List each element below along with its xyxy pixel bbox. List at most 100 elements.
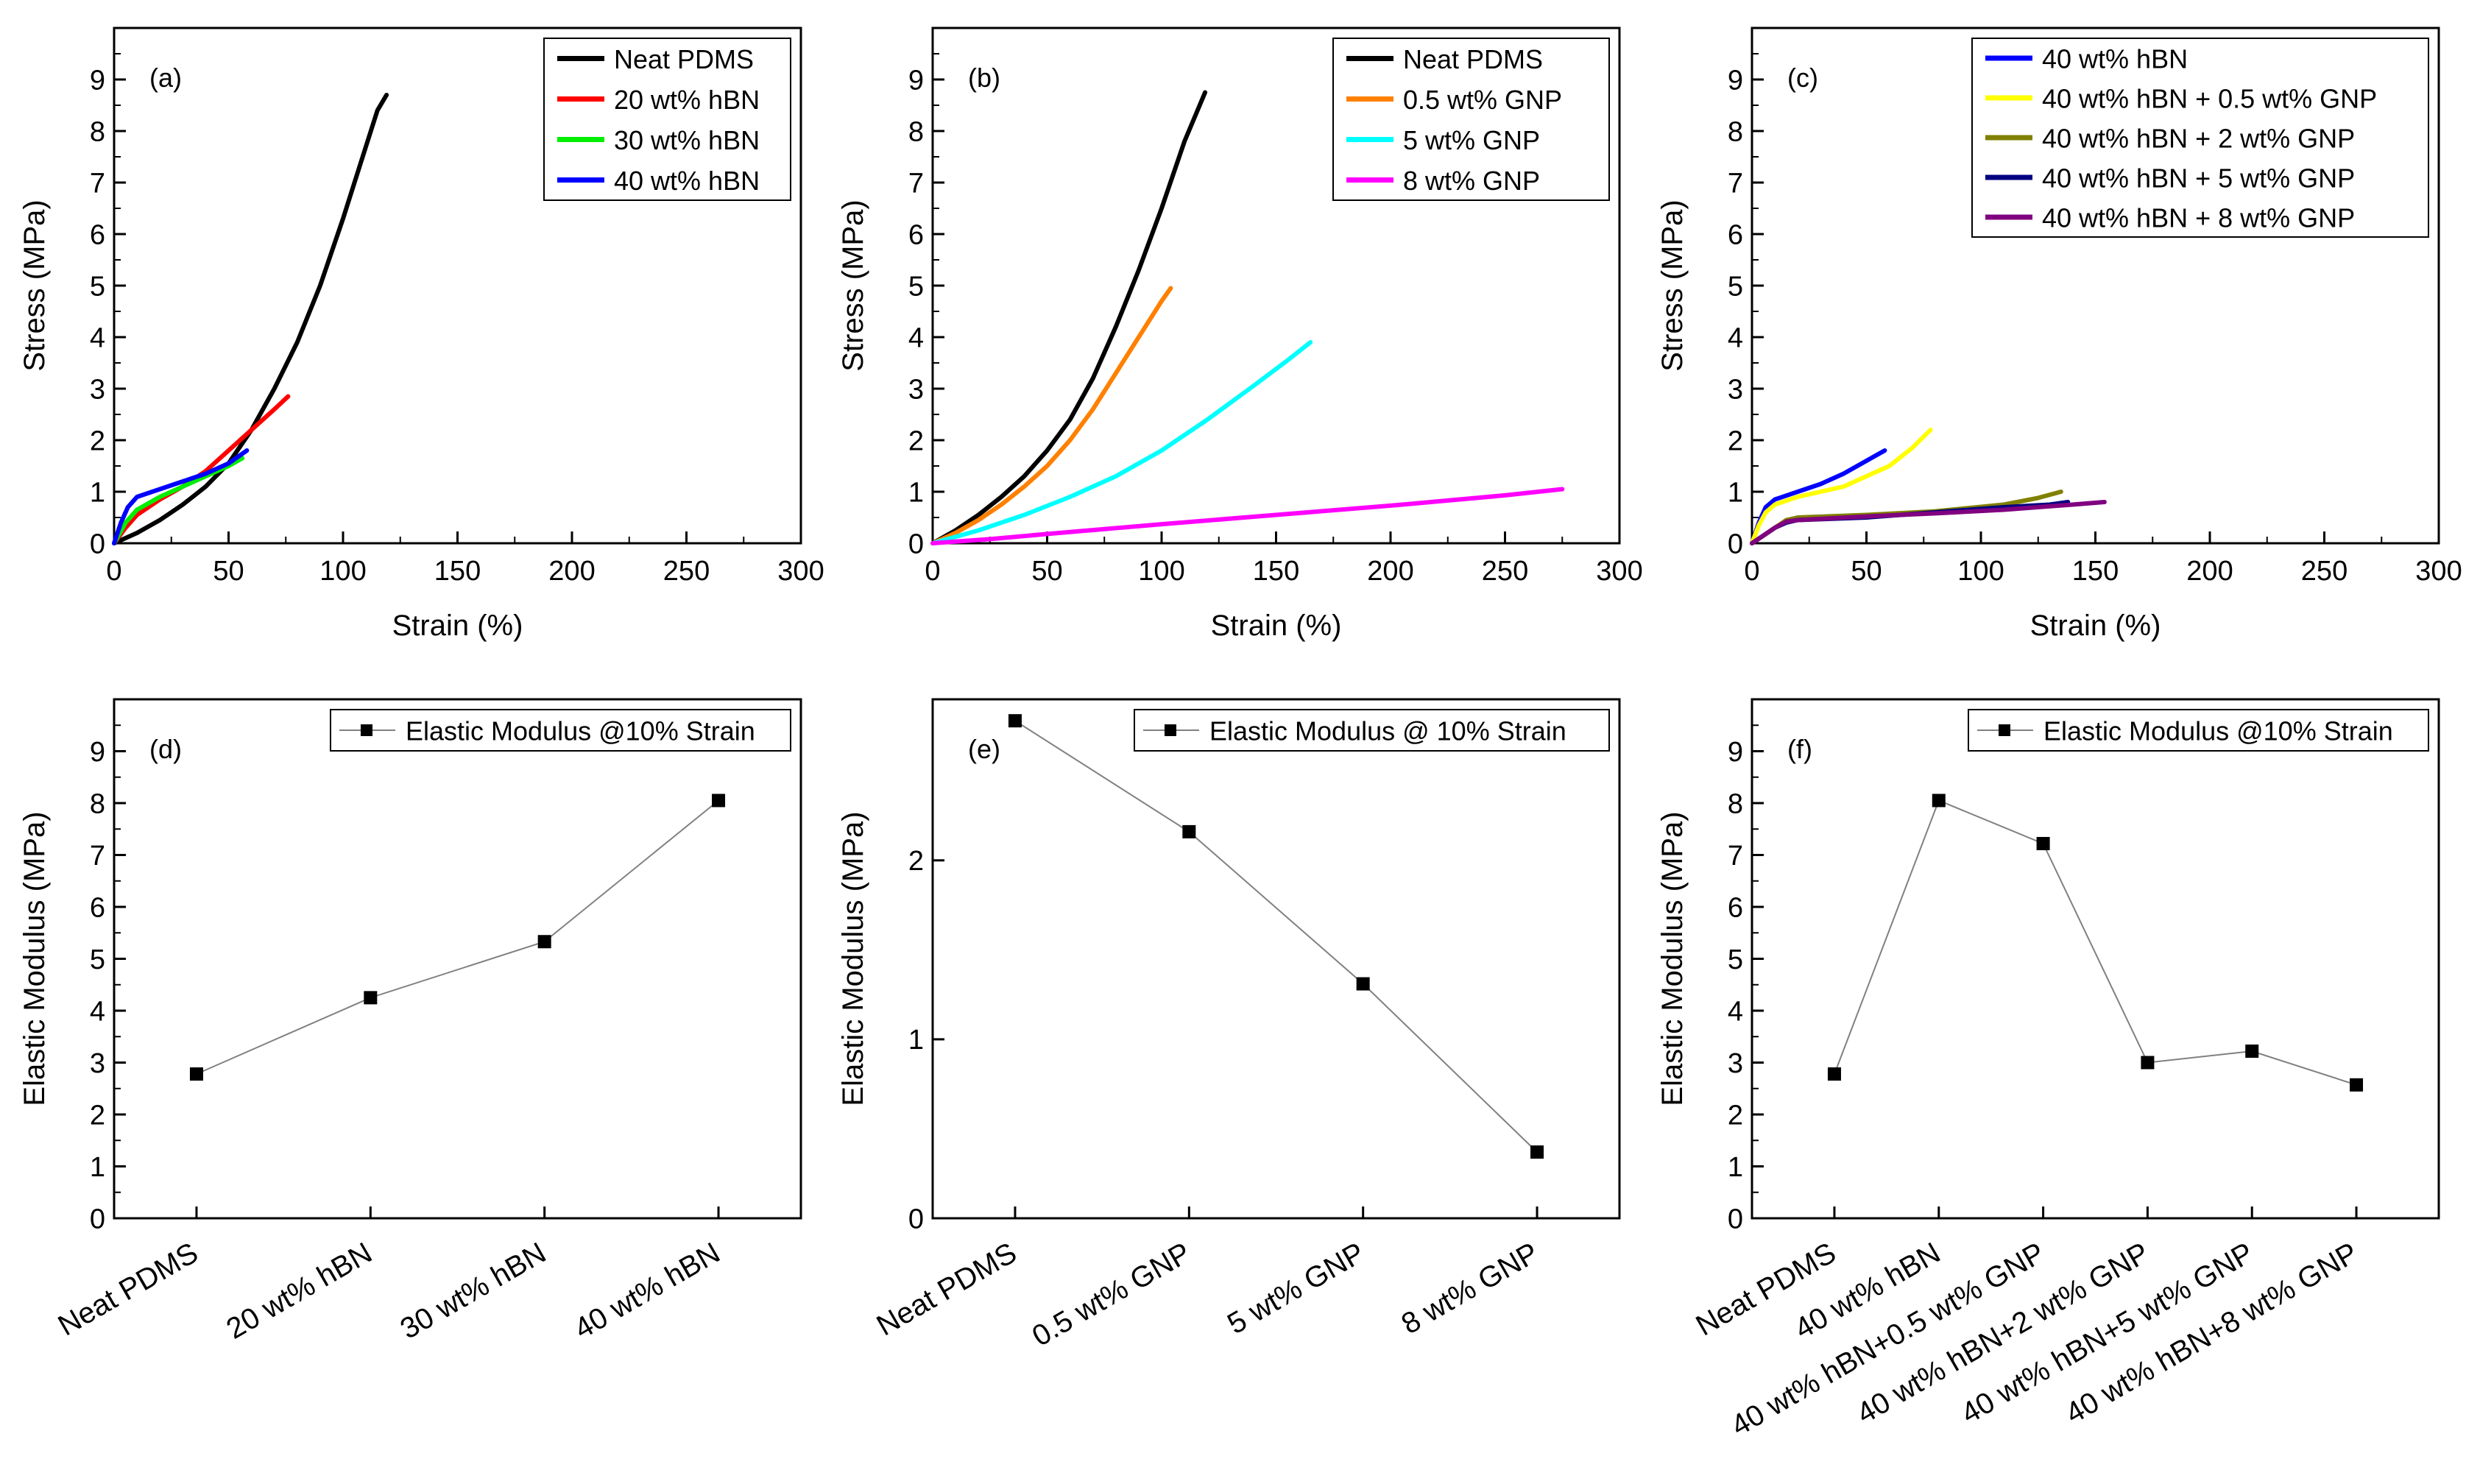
- y-tick-label: 3: [90, 1048, 105, 1079]
- panel-label: (a): [149, 63, 182, 93]
- y-tick-label: 7: [1728, 841, 1743, 872]
- legend-entry: 40 wt% hBN + 2 wt% GNP: [2042, 123, 2355, 153]
- legend-swatch-marker: [1165, 724, 1176, 736]
- x-tick-label: 300: [2415, 556, 2462, 587]
- data-point: [1182, 824, 1196, 838]
- y-tick-label: 3: [1728, 1048, 1743, 1079]
- panel-b: 0 1 2 3 4 5 6 7 8 9 Stress (MPa) 0 50 100 150 200 250 300…: [837, 26, 1643, 642]
- y-tick-label: 2: [90, 425, 105, 456]
- y-tick-label: 0: [1728, 1204, 1743, 1234]
- y-axis-label: Stress (MPa): [18, 199, 51, 371]
- legend-entry: Elastic Modulus @ 10% Strain: [1209, 716, 1566, 746]
- y-tick-label: 0: [908, 529, 924, 559]
- x-tick-label: 50: [1031, 556, 1062, 587]
- series-line-3: [112, 448, 250, 545]
- y-axis-label: Elastic Modulus (MPa): [1656, 811, 1689, 1106]
- series-line: [1834, 799, 2357, 1086]
- y-tick-label: 5: [90, 271, 105, 302]
- y-tick-label: 2: [908, 425, 924, 456]
- y-tick-label: 0: [1728, 529, 1743, 559]
- y-tick-label: 8: [1728, 116, 1743, 147]
- y-tick-label: 8: [90, 788, 105, 819]
- panel-a: 0 1 2 3 4 5 6 7 8 9 Stress (MPa) 0 50 100 150 200 250 300…: [18, 26, 824, 642]
- y-tick-label: 6: [90, 219, 105, 250]
- y-tick-label: 9: [1728, 737, 1743, 768]
- data-point: [537, 935, 551, 949]
- x-tick-label: 100: [1138, 556, 1184, 587]
- data-point: [1530, 1145, 1544, 1159]
- legend-entry: Neat PDMS: [614, 44, 754, 74]
- data-point: [1827, 1067, 1841, 1081]
- y-tick-label: 4: [1728, 322, 1743, 353]
- legend-entry: 40 wt% hBN + 5 wt% GNP: [2042, 163, 2355, 193]
- series-line-0: [930, 90, 1208, 545]
- data-point: [712, 794, 726, 808]
- legend-entry: Elastic Modulus @10% Strain: [406, 716, 755, 746]
- x-tick-label: 150: [434, 556, 481, 587]
- series-line: [1014, 720, 1538, 1153]
- y-tick-label: 6: [90, 892, 105, 923]
- y-tick-label: 7: [908, 168, 924, 199]
- legend-entry: 40 wt% hBN + 0.5 wt% GNP: [2042, 83, 2377, 113]
- plot-frame: [931, 698, 1621, 1220]
- y-tick-label: 0: [90, 529, 105, 559]
- y-tick-label: 1: [908, 1025, 924, 1056]
- y-tick-label: 4: [90, 996, 105, 1027]
- series-line-0: [112, 93, 389, 545]
- panel-label: (e): [968, 734, 1000, 764]
- y-tick-label: 0: [90, 1204, 105, 1234]
- legend-box: [1134, 709, 1610, 752]
- y-tick-label: 9: [90, 65, 105, 96]
- y-tick-label: 4: [90, 322, 105, 353]
- y-tick-label: 5: [90, 944, 105, 975]
- y-tick-label: 5: [1728, 944, 1743, 975]
- x-tick-label: 0: [106, 556, 121, 587]
- y-tick-label: 2: [1728, 1100, 1743, 1131]
- x-tick-label: 200: [548, 556, 595, 587]
- x-tick-label: 0: [925, 556, 940, 587]
- y-tick-label: 3: [90, 374, 105, 405]
- x-tick-label: 250: [2301, 556, 2347, 587]
- legend-entry: 40 wt% hBN: [2042, 43, 2188, 74]
- y-tick-label: 2: [90, 1100, 105, 1131]
- legend-entry: Neat PDMS: [1403, 44, 1543, 74]
- series-line-2: [930, 340, 1313, 545]
- x-tick-label: 300: [777, 556, 824, 587]
- legend-entry: 0.5 wt% GNP: [1403, 85, 1562, 115]
- legend-entry: Elastic Modulus @10% Strain: [2043, 716, 2393, 746]
- legend-entry: 30 wt% hBN: [614, 125, 760, 155]
- y-tick-label: 9: [908, 65, 924, 96]
- legend-box: [543, 38, 791, 201]
- legend-box: [1968, 709, 2429, 752]
- legend-box: [1332, 38, 1610, 201]
- x-tick-label: 150: [2072, 556, 2119, 587]
- series-line-3: [930, 487, 1565, 545]
- x-axis-label: Strain (%): [2030, 610, 2161, 642]
- y-tick-label: 6: [1728, 892, 1743, 923]
- data-point: [1356, 977, 1370, 991]
- legend-entry: 20 wt% hBN: [614, 85, 760, 115]
- x-tick-label: 200: [2186, 556, 2233, 587]
- y-axis-label: Elastic Modulus (MPa): [18, 811, 51, 1106]
- panel-label: (c): [1787, 63, 1818, 93]
- y-tick-label: 1: [908, 477, 924, 508]
- data-point: [364, 991, 378, 1005]
- legend-entry: 8 wt% GNP: [1403, 166, 1540, 196]
- y-axis-label: Stress (MPa): [1656, 199, 1689, 371]
- data-point: [2245, 1044, 2259, 1058]
- series-line-4: [1750, 500, 2107, 545]
- data-point: [1008, 714, 1022, 728]
- x-axis-label: Strain (%): [1211, 610, 1342, 642]
- data-point: [1932, 794, 1946, 808]
- y-tick-label: 1: [90, 1152, 105, 1183]
- y-tick-label: 1: [90, 477, 105, 508]
- legend-box: [1971, 38, 2429, 238]
- x-tick-label: 100: [1957, 556, 2004, 587]
- y-tick-label: 2: [1728, 425, 1743, 456]
- y-axis-label: Stress (MPa): [837, 199, 869, 371]
- data-point: [2036, 836, 2050, 850]
- legend-box: [330, 709, 791, 752]
- x-tick-label: 300: [1596, 556, 1642, 587]
- x-axis-label: Strain (%): [392, 610, 523, 642]
- legend-swatch-marker: [1999, 724, 2010, 736]
